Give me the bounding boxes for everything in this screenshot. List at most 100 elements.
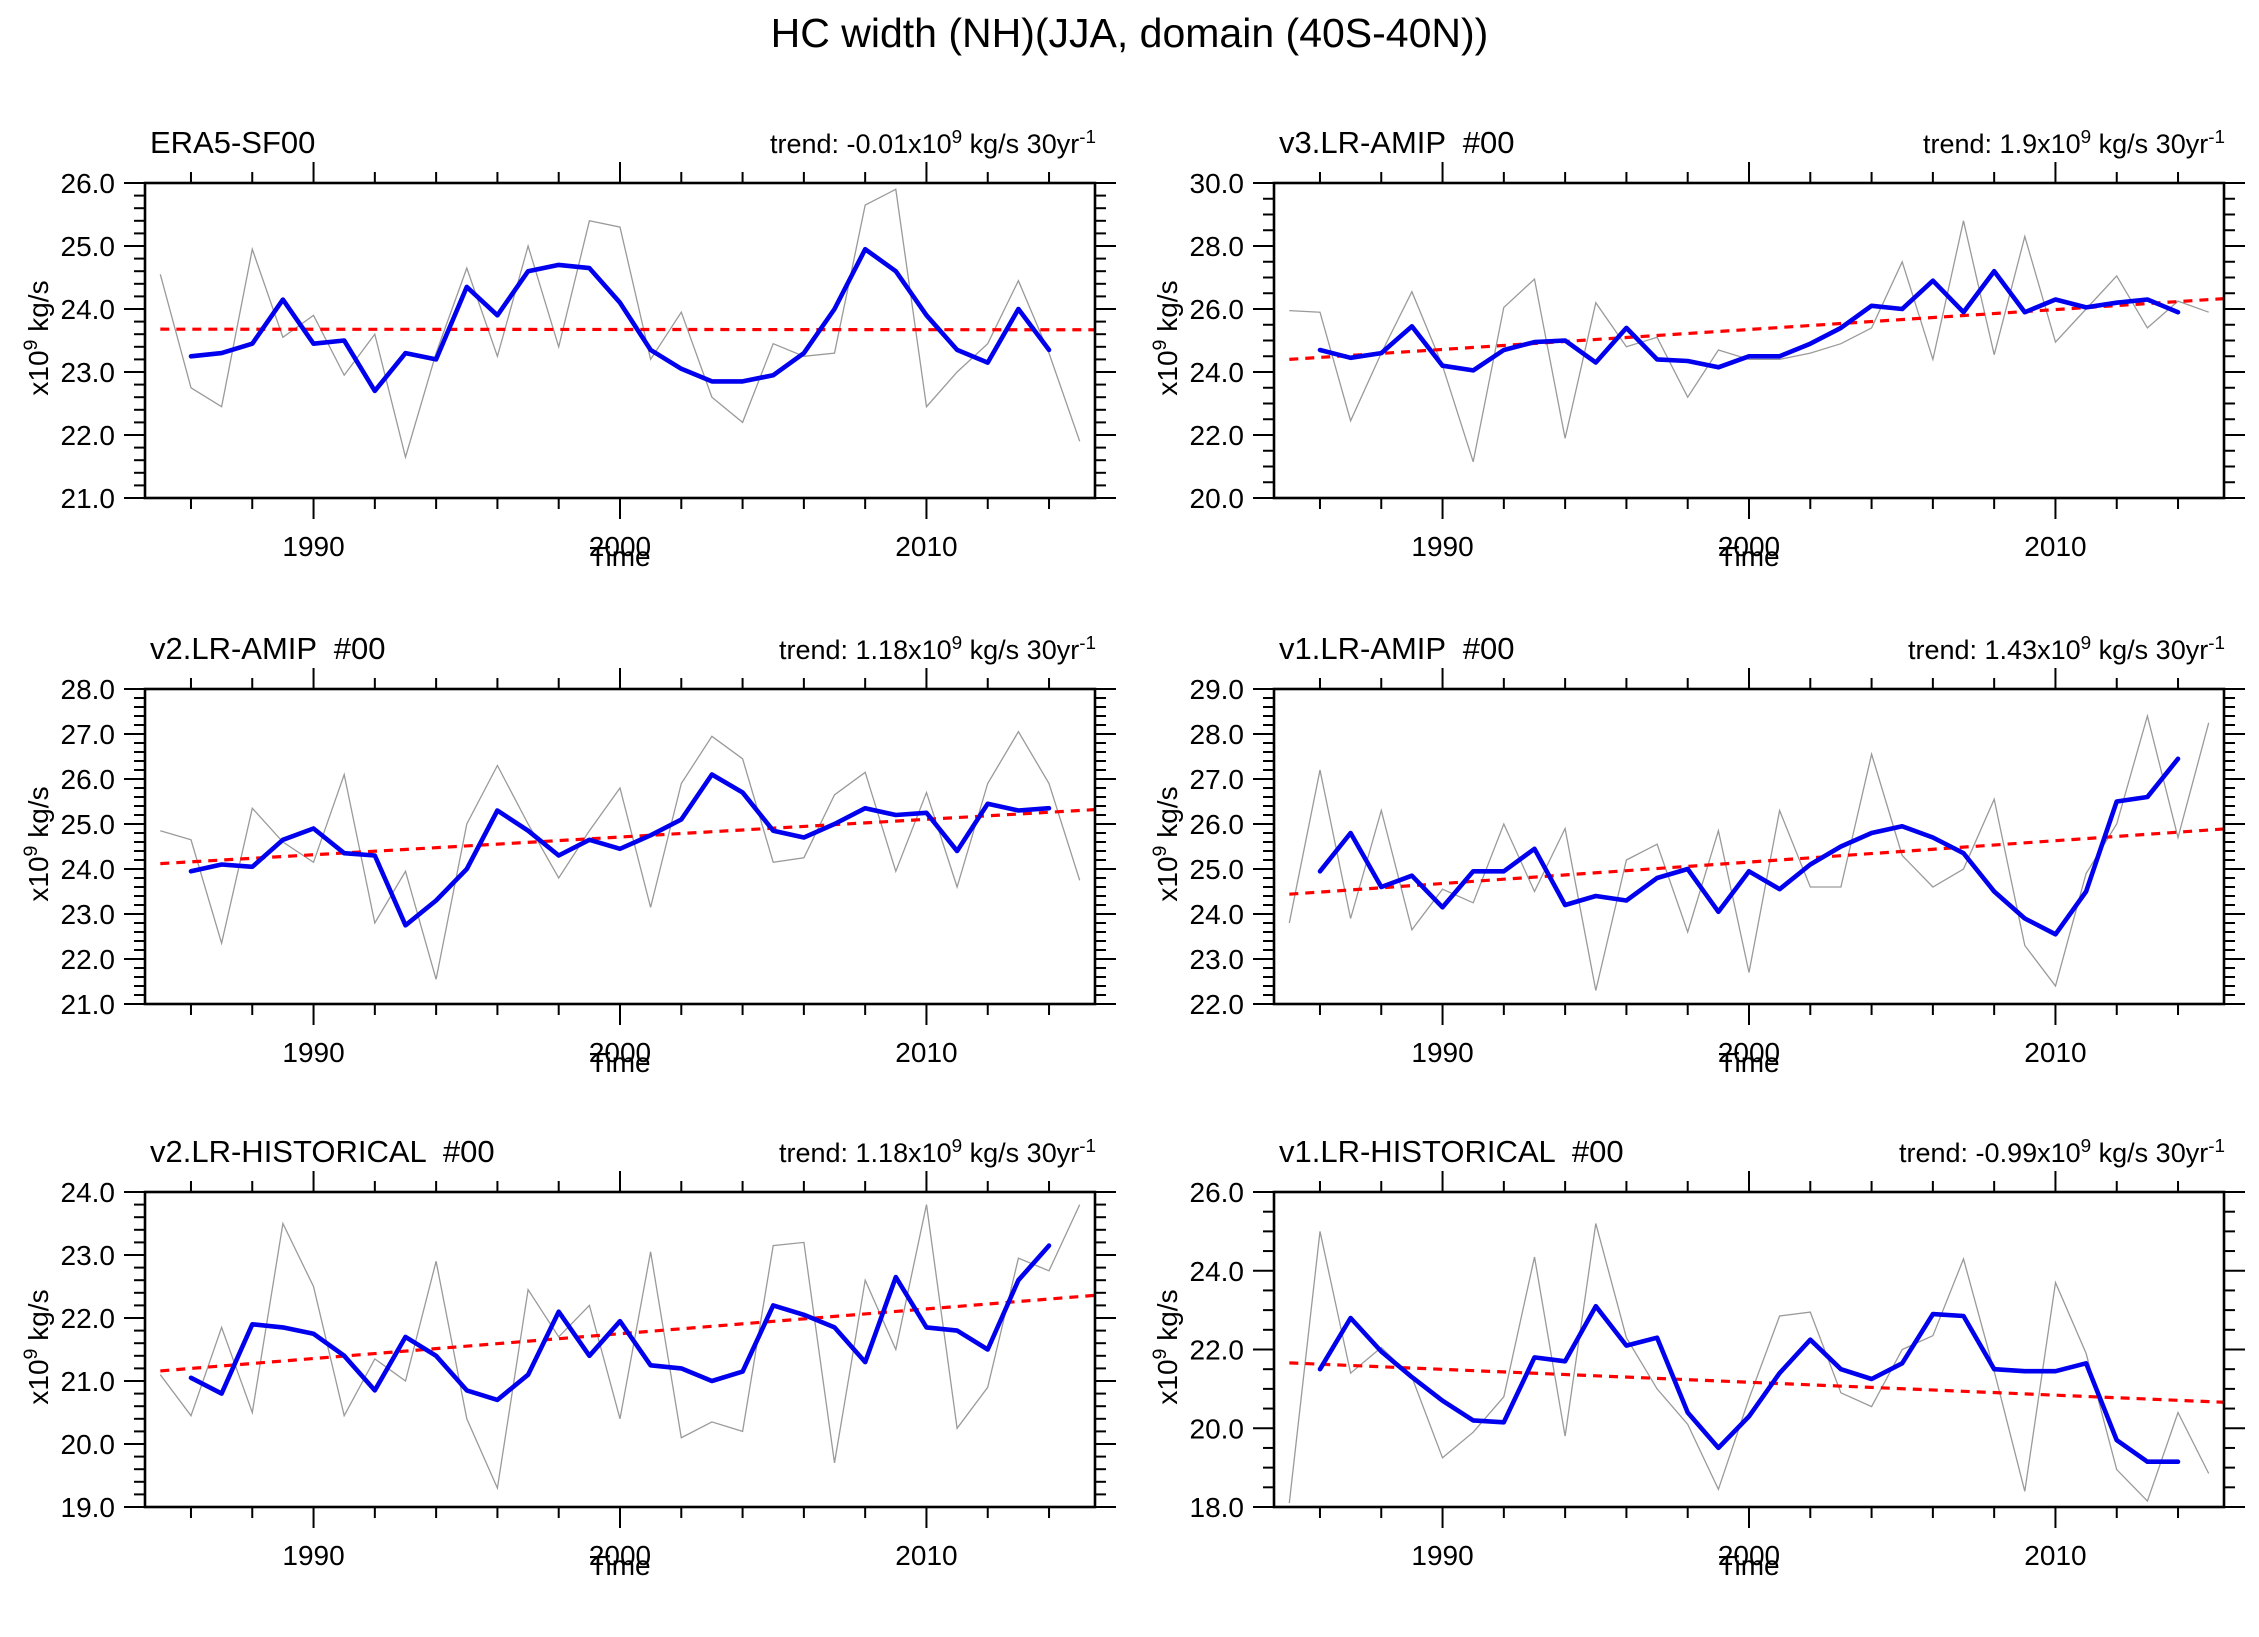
panel-title: v1.LR-HISTORICAL #00 (1279, 1134, 1624, 1169)
trend-units: kg/s 30yr (962, 635, 1080, 665)
trend-units: kg/s 30yr (962, 1138, 1080, 1168)
x-axis-label: Time (1718, 1047, 1780, 1078)
x-tick-label: 2000 (1718, 1037, 1780, 1068)
y-tick-label: 25.0 (1190, 854, 1245, 885)
trend-text: trend: 1.18x10 (779, 635, 952, 665)
annual-series-line (159, 188, 1081, 460)
y-tick-label: 22.0 (61, 944, 116, 975)
x-tick-label: 2000 (1718, 1540, 1780, 1571)
y-tick-label: 24.0 (1190, 357, 1245, 388)
trend-exponent: 9 (951, 126, 963, 148)
trend-exponent-2: -1 (2208, 1135, 2225, 1157)
x-axis-label: Time (1718, 1550, 1780, 1581)
y-tick-label: 27.0 (1190, 764, 1245, 795)
y-tick-label: 26.0 (61, 764, 116, 795)
x-tick-label: 2010 (895, 1037, 957, 1068)
y-tick-label: 24.0 (61, 1177, 116, 1208)
panel-title: v2.LR-HISTORICAL #00 (150, 1134, 495, 1169)
tick-labels: 1990 2000 2010 21.0 22.0 23.0 24.0 25.0 26.0 27.0… (61, 674, 958, 1068)
chart-canvas: 1990 2000 2010 21.0 22.0 23.0 24.0 25.0 26.0 (61, 162, 1116, 562)
tick-labels: 1990 2000 2010 18.0 20.0 22.0 24.0 26.0 (1190, 1177, 2087, 1571)
trend-annotation: trend: 1.18x109 kg/s 30yr-1 (779, 632, 1096, 666)
panel-title: v1.LR-AMIP #00 (1279, 631, 1515, 666)
y-tick-label: 20.0 (1190, 1413, 1245, 1444)
trend-text: trend: -0.99x10 (1899, 1138, 2081, 1168)
tick-labels: 1990 2000 2010 19.0 20.0 21.0 22.0 23.0 24.0 (61, 1177, 958, 1571)
trend-series-line (1289, 827, 2225, 896)
trend-exponent: 9 (951, 1135, 963, 1157)
y-tick-label: 24.0 (61, 294, 116, 325)
smoothed-series-line (188, 1243, 1052, 1403)
trend-exponent: 9 (951, 632, 963, 654)
trend-units: kg/s 30yr (2091, 1138, 2209, 1168)
plot-frame (1272, 1190, 2226, 1509)
y-tick-label: 24.0 (1190, 1256, 1245, 1287)
x-axis-label: Time (589, 541, 651, 572)
panel-v3-lr-amip: v3.LR-AMIP #00 trend: 1.9x109 kg/s 30yr-… (1129, 85, 2259, 590)
y-tick-label: 22.0 (61, 1303, 116, 1334)
panel-v2-lr-historical: v2.LR-HISTORICAL #00 trend: 1.18x109 kg/… (0, 1094, 1130, 1599)
y-tick-label: 23.0 (61, 899, 116, 930)
trend-exponent: 9 (2080, 632, 2092, 654)
trend-units: kg/s 30yr (2091, 129, 2209, 159)
x-tick-label: 2010 (2024, 1540, 2086, 1571)
annual-series-line (159, 1204, 1081, 1491)
x-axis-label: Time (589, 1047, 651, 1078)
axis-ticks (124, 1171, 1116, 1528)
y-tick-label: 24.0 (61, 854, 116, 885)
smoothed-series-line (1317, 268, 2181, 373)
y-tick-label: 22.0 (61, 420, 116, 451)
y-tick-label: 29.0 (1190, 674, 1245, 705)
y-tick-label: 28.0 (1190, 231, 1245, 262)
y-tick-label: 27.0 (61, 719, 116, 750)
x-tick-label: 2010 (895, 531, 957, 562)
smoothed-series-line (1317, 756, 2181, 937)
y-tick-label: 21.0 (61, 1366, 116, 1397)
y-tick-label: 22.0 (1190, 989, 1245, 1020)
trend-exponent-2: -1 (2208, 632, 2225, 654)
x-tick-label: 1990 (282, 531, 344, 562)
smoothed-series-line (1317, 1303, 2181, 1465)
annual-series-line (1289, 220, 2209, 462)
x-tick-label: 1990 (1411, 531, 1473, 562)
plot-frame (1272, 181, 2226, 500)
annual-series-line (1288, 713, 2210, 991)
chart-canvas: 1990 2000 2010 21.0 22.0 23.0 24.0 25.0 26.0 27.0… (61, 668, 1116, 1068)
trend-exponent: 9 (2080, 1135, 2092, 1157)
annual-series-line (1288, 1223, 2210, 1504)
x-tick-label: 1990 (1411, 1037, 1473, 1068)
y-tick-label: 22.0 (1190, 420, 1245, 451)
tick-labels: 1990 2000 2010 21.0 22.0 23.0 24.0 25.0 26.0 (61, 168, 958, 562)
x-tick-label: 2010 (2024, 531, 2086, 562)
trend-annotation: trend: 1.43x109 kg/s 30yr-1 (1908, 632, 2225, 666)
y-tick-label: 28.0 (1190, 719, 1245, 750)
y-tick-label: 26.0 (1190, 809, 1245, 840)
trend-text: trend: 1.18x10 (779, 1138, 952, 1168)
trend-text: trend: -0.01x10 (770, 129, 952, 159)
panel-v2-lr-amip: v2.LR-AMIP #00 trend: 1.18x109 kg/s 30yr… (0, 591, 1130, 1096)
plot-frame (143, 181, 1097, 500)
chart-canvas: 1990 2000 2010 22.0 23.0 24.0 25.0 26.0 27.0 28.0… (1190, 668, 2245, 1068)
trend-series-line (160, 808, 1096, 866)
tick-labels: 1990 2000 2010 22.0 23.0 24.0 25.0 26.0 27.0 28.0… (1190, 674, 2087, 1068)
panel-title: v3.LR-AMIP #00 (1279, 125, 1515, 160)
y-tick-label: 30.0 (1190, 168, 1245, 199)
trend-text: trend: 1.43x10 (1908, 635, 2081, 665)
y-tick-label: 28.0 (61, 674, 116, 705)
x-tick-label: 1990 (282, 1037, 344, 1068)
y-tick-label: 20.0 (1190, 483, 1245, 514)
y-tick-label: 18.0 (1190, 1492, 1245, 1523)
trend-annotation: trend: -0.99x109 kg/s 30yr-1 (1899, 1135, 2225, 1169)
trend-annotation: trend: -0.01x109 kg/s 30yr-1 (770, 126, 1096, 160)
panel-v1-lr-historical: v1.LR-HISTORICAL #00 trend: -0.99x109 kg… (1129, 1094, 2259, 1599)
axis-ticks (124, 162, 1116, 519)
trend-exponent-2: -1 (1079, 126, 1096, 148)
panel-title: ERA5-SF00 (150, 125, 316, 160)
y-tick-label: 26.0 (61, 168, 116, 199)
figure-title: HC width (NH)(JJA, domain (40S-40N)) (770, 10, 1489, 56)
chart-canvas: 1990 2000 2010 20.0 22.0 24.0 26.0 28.0 30.0 (1190, 162, 2245, 562)
chart-canvas: 1990 2000 2010 19.0 20.0 21.0 22.0 23.0 24.0 (61, 1171, 1116, 1571)
trend-annotation: trend: 1.18x109 kg/s 30yr-1 (779, 1135, 1096, 1169)
y-tick-label: 25.0 (61, 809, 116, 840)
